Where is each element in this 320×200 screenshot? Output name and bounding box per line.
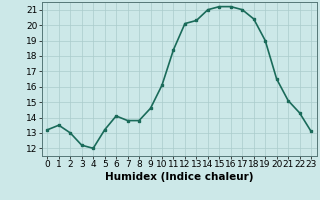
X-axis label: Humidex (Indice chaleur): Humidex (Indice chaleur) bbox=[105, 172, 253, 182]
